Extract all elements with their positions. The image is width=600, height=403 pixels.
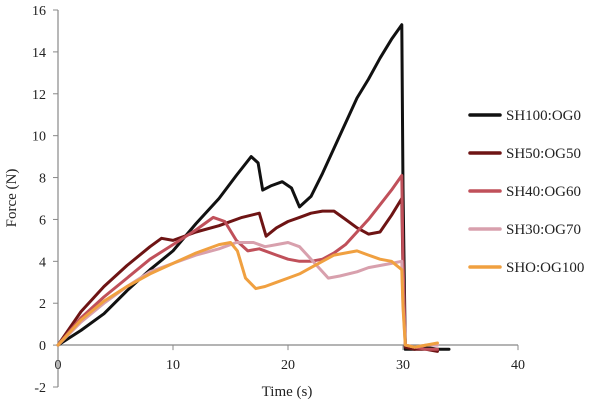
- tick-labels: 0 10 20 30 40 -2 0 2 4 6 8 10 12 14 16: [32, 4, 525, 396]
- x-tick-label: 40: [511, 358, 525, 373]
- x-tick-label: 30: [396, 358, 410, 373]
- series-line-sho-og100: [56, 241, 439, 349]
- axes: [57, 10, 518, 387]
- y-tick-label: 4: [39, 255, 46, 270]
- legend: SH100:OG0 SH50:OG50 SH40:OG60 SH30:OG70 SHO:…: [468, 108, 584, 276]
- legend-label-sh30-og70: SH30:OG70: [506, 222, 581, 238]
- y-tick-label: 8: [39, 172, 46, 187]
- y-tick-label: 2: [39, 297, 46, 312]
- y-axis-title: Force (N): [4, 169, 20, 228]
- x-tick-label: 20: [281, 358, 295, 373]
- x-tick-label: 0: [55, 358, 62, 373]
- legend-label-sho-og100: SHO:OG100: [506, 260, 584, 276]
- legend-label-sh40-og60: SH40:OG60: [506, 184, 581, 200]
- legend-label-sh100-og0: SH100:OG0: [506, 108, 581, 124]
- y-tick-label: 16: [32, 4, 46, 19]
- y-tick-label: 10: [32, 130, 46, 145]
- y-tick-label: 0: [39, 339, 46, 354]
- y-tick-label: -2: [34, 381, 46, 396]
- y-tick-label: 14: [32, 46, 46, 61]
- tick-marks: [53, 9, 519, 388]
- series-line-sh50-og50: [56, 197, 439, 353]
- y-tick-label: 6: [39, 213, 46, 228]
- series-lines: [56, 23, 451, 353]
- series-line-sh40-og60: [56, 174, 439, 351]
- x-tick-label: 10: [166, 358, 180, 373]
- y-tick-label: 12: [32, 88, 46, 103]
- x-axis-title: Time (s): [262, 384, 313, 400]
- legend-label-sh50-og50: SH50:OG50: [506, 146, 581, 162]
- series-line-sh100-og0: [56, 23, 451, 351]
